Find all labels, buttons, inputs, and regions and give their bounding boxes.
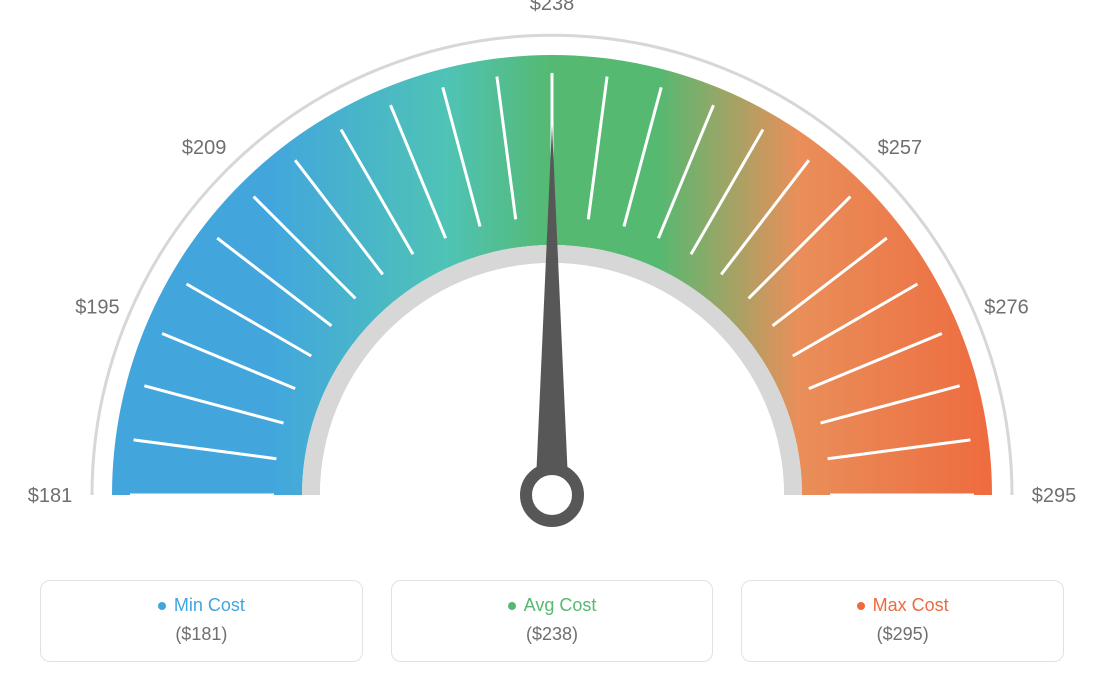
legend-card-max: Max Cost ($295) (741, 580, 1064, 662)
svg-text:$181: $181 (28, 485, 73, 507)
legend-value-avg: ($238) (392, 624, 713, 645)
legend-label-min: Min Cost (174, 595, 245, 616)
legend-card-avg: Avg Cost ($238) (391, 580, 714, 662)
svg-text:$276: $276 (984, 297, 1029, 319)
legend-value-max: ($295) (742, 624, 1063, 645)
legend-dot-avg (508, 602, 516, 610)
legend-value-min: ($181) (41, 624, 362, 645)
legend-label-avg: Avg Cost (524, 595, 597, 616)
legend-label-max: Max Cost (873, 595, 949, 616)
legend-card-min: Min Cost ($181) (40, 580, 363, 662)
svg-text:$257: $257 (878, 137, 923, 159)
legend-title-max: Max Cost (857, 595, 949, 616)
svg-text:$195: $195 (75, 297, 120, 319)
legend-dot-min (158, 602, 166, 610)
legend-title-min: Min Cost (158, 595, 245, 616)
legend-title-avg: Avg Cost (508, 595, 597, 616)
svg-text:$209: $209 (182, 137, 227, 159)
svg-text:$295: $295 (1032, 485, 1077, 507)
legend-dot-max (857, 602, 865, 610)
cost-gauge: $181 $195 $209 $238 $257 $276 $295 (0, 0, 1104, 560)
svg-text:$238: $238 (530, 0, 575, 15)
legend-row: Min Cost ($181) Avg Cost ($238) Max Cost… (40, 580, 1064, 662)
